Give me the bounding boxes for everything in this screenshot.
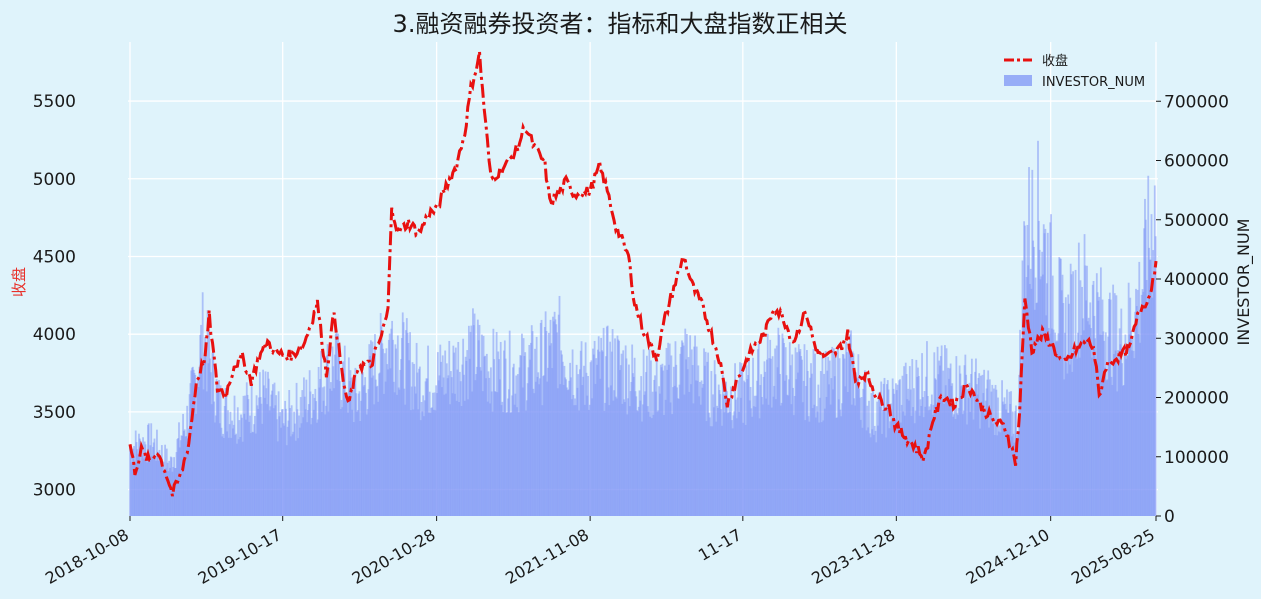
y-right-tick-label: 700000: [1164, 92, 1229, 112]
y-right-tick-label: 100000: [1164, 448, 1229, 468]
legend-investor-swatch: [1004, 75, 1032, 86]
y-left-tick-label: 5000: [33, 170, 76, 190]
close-line: [128, 51, 1158, 497]
chart-title: 3.融资融券投资者：指标和大盘指数正相关: [393, 10, 848, 38]
y-right-tick-label: 600000: [1164, 152, 1229, 172]
y-right-ticks: 0 100000 200000 300000 400000 500000 600000 700…: [1156, 92, 1229, 527]
y-left-tick-label: 3000: [33, 481, 76, 501]
investor-bar: [1154, 236, 1157, 516]
y-right-tick-label: 400000: [1164, 270, 1229, 290]
y-right-tick-label: 200000: [1164, 389, 1229, 409]
y-right-tick-label: 500000: [1164, 211, 1229, 231]
legend-close-label: 收盘: [1042, 53, 1068, 69]
y-left-label: 收盘: [10, 267, 28, 297]
y-right-label: INVESTOR_NUM: [1234, 219, 1254, 346]
legend: 收盘 INVESTOR_NUM: [1004, 53, 1145, 90]
y-left-tick-label: 5500: [33, 92, 76, 112]
y-right-tick-label: 0: [1164, 507, 1175, 527]
y-left-tick-label: 4000: [33, 325, 76, 345]
investor-num-bars: [129, 140, 1157, 517]
y-left-tick-label: 4500: [33, 247, 76, 267]
legend-investor-label: INVESTOR_NUM: [1042, 75, 1145, 90]
y-left-tick-label: 3500: [33, 403, 76, 423]
y-right-tick-label: 300000: [1164, 329, 1229, 349]
y-left-ticks: 3000 3500 4000 4500 5000 5500: [33, 92, 76, 501]
